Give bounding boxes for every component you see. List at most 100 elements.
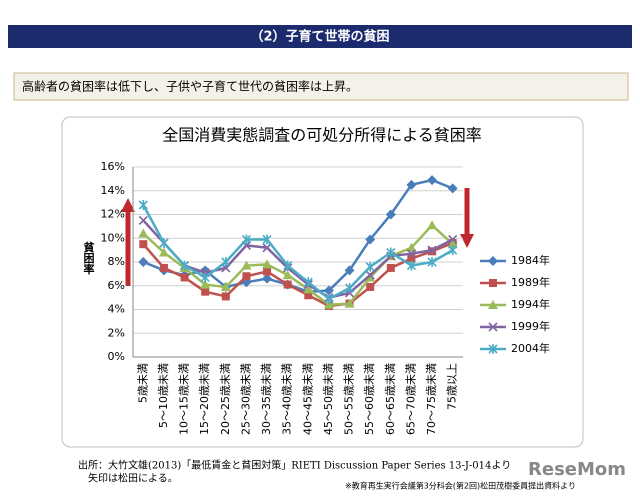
marker (180, 273, 189, 282)
marker (427, 245, 437, 255)
marker (489, 279, 497, 287)
series-line (142, 204, 454, 301)
series-line (142, 241, 454, 308)
marker (262, 273, 273, 284)
marker (303, 284, 314, 294)
marker (242, 272, 251, 281)
x-tick-label: 10～15歳未満 (178, 363, 191, 435)
marker (201, 287, 210, 296)
marker (448, 245, 458, 256)
marker (344, 283, 355, 294)
marker (241, 234, 252, 245)
x-tick-label: 70～75歳未満 (425, 363, 438, 435)
x-tick-label: 50～55歳未満 (343, 363, 356, 435)
x-tick-label: 60～65歳未満 (384, 363, 397, 435)
y-tick-label: 6% (108, 279, 125, 292)
marker (385, 209, 396, 220)
marker (159, 263, 168, 272)
marker (344, 265, 355, 276)
series (138, 200, 458, 304)
footnote: ※教育再生実行会議第3分科会(第2回)松田茂樹委員提出資料より (345, 481, 576, 491)
marker (427, 175, 438, 186)
marker (365, 272, 376, 282)
marker (262, 234, 272, 245)
marker (447, 239, 458, 249)
y-tick-label: 0% (108, 350, 125, 363)
logo: ReseMom (528, 459, 626, 480)
marker (323, 285, 334, 296)
marker (365, 270, 375, 280)
marker (220, 281, 231, 291)
legend-label: 2004年 (511, 341, 550, 355)
legend-label: 1999年 (511, 319, 550, 333)
marker (427, 257, 437, 267)
marker (365, 234, 376, 245)
marker (139, 240, 148, 249)
marker (138, 228, 149, 238)
x-tick-label: 35～40歳未満 (281, 363, 294, 435)
x-tick-label: 55～60歳未満 (363, 363, 376, 435)
marker (406, 179, 417, 190)
marker (427, 220, 438, 230)
marker (138, 200, 148, 210)
x-tick-label: 25～30歳未満 (239, 363, 252, 435)
y-tick-label: 16% (101, 160, 125, 173)
marker (386, 247, 396, 258)
marker (488, 322, 498, 332)
y-tick-label: 2% (108, 326, 125, 339)
source-line: 矢印は松田による。 (88, 472, 178, 485)
marker (365, 261, 375, 272)
marker (303, 277, 313, 288)
series-line (142, 223, 454, 307)
marker (283, 260, 293, 271)
down-arrow (460, 188, 474, 248)
x-tick-label: 40～45歳未満 (301, 363, 314, 435)
header-bar (8, 25, 632, 48)
y-tick-label: 12% (101, 208, 125, 221)
marker (323, 299, 334, 309)
x-tick-label: 75歳以上 (446, 363, 459, 410)
marker (366, 282, 375, 291)
marker (221, 292, 230, 301)
marker (282, 270, 293, 280)
marker (263, 267, 272, 276)
marker (488, 344, 498, 354)
marker (262, 259, 273, 269)
x-tick-label: 30～35歳未満 (260, 363, 273, 435)
up-arrow (121, 198, 135, 286)
marker (283, 280, 292, 289)
summary: 高齢者の貧困率は低下し、子供や子育て世代の貧困率は上昇。 (22, 79, 358, 94)
marker (304, 291, 313, 300)
chart-frame (61, 116, 584, 448)
legend-label: 1994年 (511, 297, 550, 311)
marker (488, 256, 498, 266)
marker (241, 260, 252, 270)
marker (158, 247, 169, 257)
x-tick-label: 20～25歳未満 (219, 363, 232, 435)
x-tick-label: 5歳未満 (136, 363, 149, 403)
marker (200, 272, 210, 283)
marker (344, 298, 355, 308)
marker (138, 257, 149, 267)
marker (448, 234, 458, 245)
marker (386, 263, 395, 272)
summary-box (13, 72, 629, 101)
legend-label: 1984年 (511, 253, 550, 267)
marker (407, 254, 416, 263)
series (138, 220, 458, 309)
header-title: （2）子育て世帯の貧困 (250, 29, 389, 45)
y-tick-label: 4% (108, 303, 125, 316)
x-tick-label: 5～10歳未満 (157, 363, 170, 428)
source-line: 出所：大竹文雄(2013)「最低賃金と貧困対策」RIETI Discussion… (78, 459, 511, 472)
x-tick-label: 15～20歳未満 (198, 363, 211, 435)
x-tick-label: 65～70歳未満 (404, 363, 417, 435)
marker (406, 249, 417, 259)
marker (447, 183, 458, 194)
marker (200, 279, 211, 289)
marker (138, 215, 148, 226)
marker (324, 293, 334, 304)
y-tick-label: 10% (101, 231, 125, 244)
x-tick-label: 45～50歳未満 (322, 363, 335, 435)
marker (406, 242, 417, 252)
